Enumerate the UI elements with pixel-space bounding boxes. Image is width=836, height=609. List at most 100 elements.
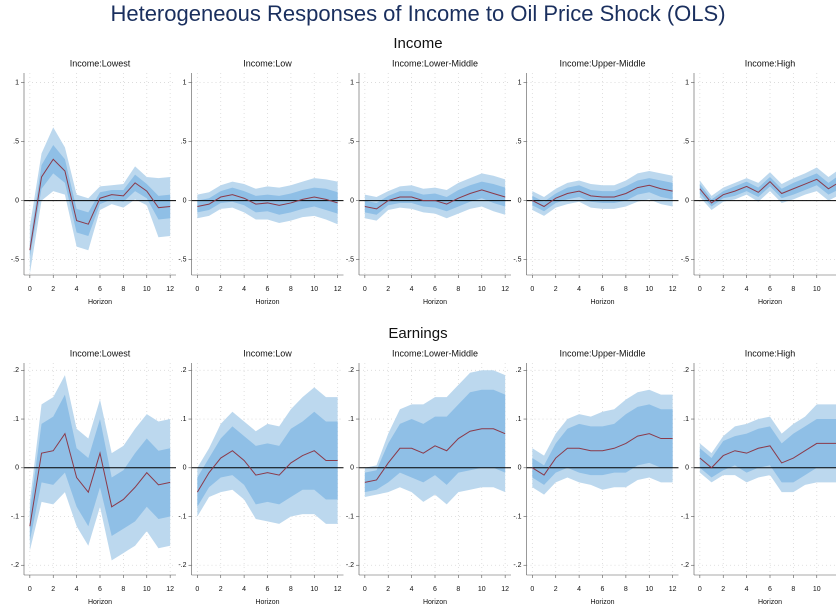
x-tick-label: 0 bbox=[530, 586, 534, 593]
y-tick-label: 0 bbox=[685, 465, 689, 472]
x-tick-label: 8 bbox=[456, 586, 460, 593]
x-tick-label: 12 bbox=[501, 286, 509, 293]
x-tick-label: 10 bbox=[645, 586, 653, 593]
panel-title: Income:Lower-Middle bbox=[392, 348, 478, 358]
response-line bbox=[364, 189, 506, 210]
x-tick-label: 10 bbox=[813, 586, 821, 593]
x-tick-label: 4 bbox=[75, 286, 79, 293]
y-tick-label: .2 bbox=[516, 367, 522, 374]
x-tick-label: 12 bbox=[669, 586, 677, 593]
section-title: Income bbox=[393, 35, 442, 52]
y-tick-label: 0 bbox=[183, 197, 187, 204]
y-tick-label: .2 bbox=[348, 367, 354, 374]
x-axis-label: Horizon bbox=[88, 299, 112, 306]
x-tick-label: 2 bbox=[721, 586, 725, 593]
x-tick-label: 4 bbox=[410, 286, 414, 293]
x-tick-label: 6 bbox=[601, 586, 605, 593]
y-tick-label: .1 bbox=[348, 416, 354, 423]
panel-title: Income:High bbox=[745, 348, 796, 358]
panel-title: Income:High bbox=[745, 58, 796, 68]
y-tick-label: .5 bbox=[181, 138, 187, 145]
y-tick-label: .1 bbox=[13, 416, 19, 423]
confidence-band bbox=[532, 404, 673, 485]
y-tick-label: .2 bbox=[181, 367, 187, 374]
x-tick-label: 0 bbox=[195, 586, 199, 593]
panel-title: Income:Upper-Middle bbox=[559, 348, 645, 358]
response-line bbox=[532, 433, 673, 476]
y-tick-label: .2 bbox=[683, 367, 689, 374]
x-tick-label: 8 bbox=[624, 586, 628, 593]
x-tick-label: 2 bbox=[219, 586, 223, 593]
x-tick-label: 2 bbox=[386, 586, 390, 593]
x-tick-label: 6 bbox=[98, 286, 102, 293]
confidence-band bbox=[699, 167, 836, 211]
x-axis-label: Horizon bbox=[590, 599, 614, 606]
x-tick-label: 8 bbox=[791, 586, 795, 593]
x-tick-label: 10 bbox=[813, 286, 821, 293]
x-tick-label: 12 bbox=[166, 286, 174, 293]
confidence-band bbox=[699, 419, 836, 483]
x-tick-label: 0 bbox=[28, 286, 32, 293]
panel-title: Income:Low bbox=[243, 58, 292, 68]
y-tick-label: 0 bbox=[518, 197, 522, 204]
x-tick-label: 10 bbox=[143, 286, 151, 293]
y-tick-label: .5 bbox=[348, 138, 354, 145]
x-tick-label: 10 bbox=[310, 286, 318, 293]
y-tick-label: .5 bbox=[683, 138, 689, 145]
x-tick-label: 6 bbox=[433, 586, 437, 593]
x-tick-label: 6 bbox=[768, 286, 772, 293]
panel-title: Income:Low bbox=[243, 348, 292, 358]
x-tick-label: 2 bbox=[554, 286, 558, 293]
x-tick-label: 6 bbox=[601, 286, 605, 293]
x-tick-label: 4 bbox=[745, 286, 749, 293]
x-tick-label: 4 bbox=[242, 586, 246, 593]
y-tick-label: .1 bbox=[181, 416, 187, 423]
x-tick-label: 2 bbox=[554, 586, 558, 593]
y-tick-label: .5 bbox=[13, 138, 19, 145]
x-axis-label: Horizon bbox=[255, 299, 279, 306]
panel-title: Income:Lowest bbox=[70, 348, 131, 358]
x-tick-label: 2 bbox=[51, 586, 55, 593]
y-tick-label: 0 bbox=[183, 465, 187, 472]
main-title: Heterogeneous Responses of Income to Oil… bbox=[110, 1, 725, 26]
x-tick-label: 6 bbox=[433, 286, 437, 293]
y-tick-label: -.1 bbox=[681, 513, 689, 520]
x-tick-label: 8 bbox=[791, 286, 795, 293]
x-tick-label: 12 bbox=[334, 586, 342, 593]
y-tick-label: 0 bbox=[15, 465, 19, 472]
confidence-band bbox=[364, 389, 506, 493]
y-tick-label: -.1 bbox=[513, 513, 521, 520]
x-tick-label: 12 bbox=[501, 586, 509, 593]
x-axis-label: Horizon bbox=[88, 599, 112, 606]
y-tick-label: -.2 bbox=[346, 562, 354, 569]
x-axis-label: Horizon bbox=[758, 299, 782, 306]
x-tick-label: 12 bbox=[166, 586, 174, 593]
confidence-band bbox=[197, 411, 338, 507]
y-tick-label: 1 bbox=[15, 79, 19, 86]
x-tick-label: 10 bbox=[478, 586, 486, 593]
y-tick-label: -.5 bbox=[178, 256, 186, 263]
y-tick-label: 1 bbox=[350, 79, 354, 86]
x-tick-label: 0 bbox=[28, 586, 32, 593]
y-tick-label: -.2 bbox=[178, 562, 186, 569]
y-tick-label: -.1 bbox=[346, 513, 354, 520]
y-tick-label: 0 bbox=[350, 465, 354, 472]
x-tick-label: 8 bbox=[456, 286, 460, 293]
x-tick-label: 4 bbox=[410, 586, 414, 593]
x-tick-label: 0 bbox=[195, 286, 199, 293]
panel-title: Income:Lowest bbox=[70, 58, 131, 68]
confidence-band bbox=[364, 181, 506, 215]
x-axis-label: Horizon bbox=[590, 299, 614, 306]
x-tick-label: 10 bbox=[478, 286, 486, 293]
confidence-band bbox=[699, 173, 836, 207]
x-tick-label: 8 bbox=[121, 286, 125, 293]
response-line bbox=[699, 178, 836, 204]
y-tick-label: 0 bbox=[685, 197, 689, 204]
y-tick-label: .5 bbox=[516, 138, 522, 145]
x-tick-label: 8 bbox=[624, 286, 628, 293]
x-tick-label: 6 bbox=[98, 586, 102, 593]
x-tick-label: 4 bbox=[577, 286, 581, 293]
response-line bbox=[699, 442, 836, 469]
y-tick-label: .2 bbox=[13, 367, 19, 374]
